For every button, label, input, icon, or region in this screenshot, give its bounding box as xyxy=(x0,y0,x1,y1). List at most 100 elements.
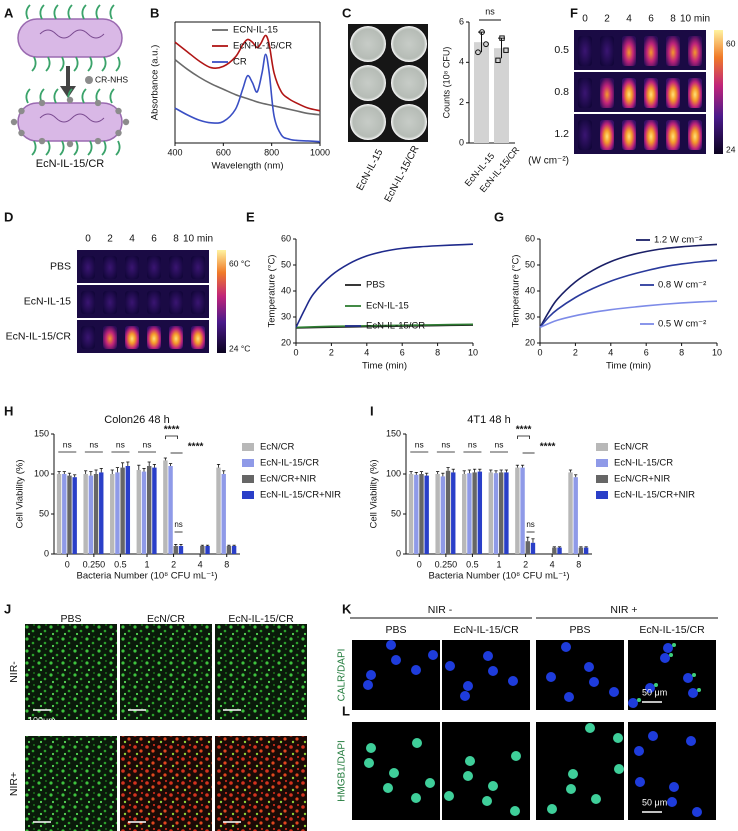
legend-entry: EcN-IL-15/CR xyxy=(260,458,319,469)
legend-entry: EcN/CR+NIR xyxy=(614,474,670,485)
nucleus xyxy=(445,661,455,671)
x-tick-label: 0 xyxy=(417,559,422,569)
bar-ecn-il-15-cr xyxy=(221,474,226,554)
nucleus xyxy=(609,687,619,697)
bar-ecn-il-15-cr xyxy=(88,475,94,554)
legend-swatch xyxy=(242,475,254,483)
thermal-strip xyxy=(77,320,209,353)
cr-particle xyxy=(38,137,46,145)
x-tick-label: 8 xyxy=(679,347,684,357)
series-line-1-2-w-cm- xyxy=(539,243,718,328)
bar-ecn-il-15-cr xyxy=(573,477,578,554)
agar-plate xyxy=(350,104,386,140)
nucleus xyxy=(660,653,670,663)
colorbar xyxy=(714,30,723,154)
bar-ecn-cr-nir xyxy=(445,470,451,554)
bar-ecn-cr-nir xyxy=(67,475,72,554)
bar-ecn-cr-nir xyxy=(419,474,424,554)
thermal-well xyxy=(191,326,205,349)
thermal-well xyxy=(81,291,95,314)
scale-label: 50 μm xyxy=(642,687,667,697)
legend-entry: EcN/CR xyxy=(614,442,648,453)
thermal-well xyxy=(688,36,702,66)
legend-entry: EcN-IL-15/CR xyxy=(366,321,425,332)
bar-ecn-cr xyxy=(462,474,467,554)
x-tick-label: 1 xyxy=(496,559,501,569)
il15-ligand xyxy=(81,4,87,20)
sig-bracket xyxy=(165,435,178,439)
column-label: EcN/CR xyxy=(147,613,185,625)
thermal-well xyxy=(103,326,117,349)
thermal-strip xyxy=(574,114,706,154)
bar-ecn-il-15-cr-nir xyxy=(583,547,589,554)
cr-particle xyxy=(38,99,46,107)
micrograph xyxy=(352,640,440,710)
x-axis-label: Wavelength (nm) xyxy=(212,161,284,172)
nucleus xyxy=(546,672,556,682)
panel-kl: NIR - NIR + PBS EcN-IL-15/CR PBS EcN-IL-15/CR… xyxy=(337,604,718,820)
column-label: PBS xyxy=(385,624,406,636)
sig-label: ns xyxy=(415,439,424,449)
time-label: 10 min xyxy=(680,14,710,25)
legend-entry: EcN-IL-15/CR xyxy=(233,41,292,52)
cr-particle xyxy=(94,99,102,107)
thermal-well xyxy=(644,36,658,66)
bar-ecn-cr-nir xyxy=(226,546,232,554)
series-line-0-5-w-cm- xyxy=(539,300,718,329)
nucleus xyxy=(488,781,498,791)
sig-label: ns xyxy=(89,439,98,449)
row-label: 1.2 xyxy=(554,128,569,140)
bar-ecn-il-15-cr-nir xyxy=(451,472,456,554)
sig-label: **** xyxy=(540,442,556,453)
bar-ecn-il-15-cr xyxy=(62,474,67,554)
micrograph xyxy=(215,624,307,720)
row-label: 0.8 xyxy=(554,86,569,98)
nucleus xyxy=(391,655,401,665)
y-tick-label: 50 xyxy=(525,259,535,269)
y-tick-label: 0 xyxy=(396,548,401,558)
agar-plate xyxy=(350,65,386,101)
colorbar-min: 24 °C xyxy=(229,343,250,353)
nucleus xyxy=(589,677,599,687)
data-point xyxy=(479,29,485,35)
bar-ecn-il-15-cr xyxy=(467,473,472,554)
thermal-well xyxy=(103,291,117,314)
nucleus xyxy=(547,804,557,814)
thermal-well xyxy=(169,291,183,314)
row-label: 0.5 xyxy=(554,44,569,56)
sig-label: ns xyxy=(174,520,182,529)
bar-ecn-cr-nir xyxy=(200,546,205,554)
legend-entry: EcN/CR+NIR xyxy=(260,474,316,485)
calr-signal xyxy=(669,653,673,657)
bar xyxy=(474,42,489,143)
bar-ecn-il-15-cr-nir xyxy=(99,472,104,554)
y-tick-label: 150 xyxy=(34,428,49,438)
panel-letter-i: I xyxy=(370,403,374,418)
series-line-cr xyxy=(174,53,321,143)
nucleus xyxy=(366,670,376,680)
bar-ecn-cr xyxy=(56,474,62,554)
row-label: NIR+ xyxy=(8,772,20,796)
y-axis-label: Counts (10⁸ CFU) xyxy=(441,47,451,119)
il15-ligand xyxy=(25,88,31,104)
x-tick-label: 4 xyxy=(364,347,369,357)
thermal-well xyxy=(81,256,95,279)
x-tick-label: 6 xyxy=(400,347,405,357)
nucleus xyxy=(511,751,521,761)
il15-ligand xyxy=(87,56,93,72)
x-tick-label: 10 xyxy=(712,347,722,357)
nucleus xyxy=(444,791,454,801)
colorbar-min: 24 °C xyxy=(726,144,738,154)
y-tick-label: 100 xyxy=(34,468,49,478)
bar-ecn-il-15-cr-nir xyxy=(530,542,536,554)
panel-f-thermal: 0 2 4 6 8 10 min 0.5 0.8 1.2 60 °C 24 °C (W cm⁻²) xyxy=(528,14,738,167)
legend-entry: 1.2 W cm⁻² xyxy=(654,235,702,246)
legend-entry: 0.8 W cm⁻² xyxy=(658,280,706,291)
series-line-0-8-w-cm- xyxy=(539,259,718,328)
nucleus xyxy=(667,797,677,807)
calr-signal xyxy=(654,683,658,687)
il15-ligand xyxy=(31,140,37,156)
bar-ecn-cr-nir xyxy=(525,541,530,554)
cr-nhs-dot xyxy=(85,76,93,84)
